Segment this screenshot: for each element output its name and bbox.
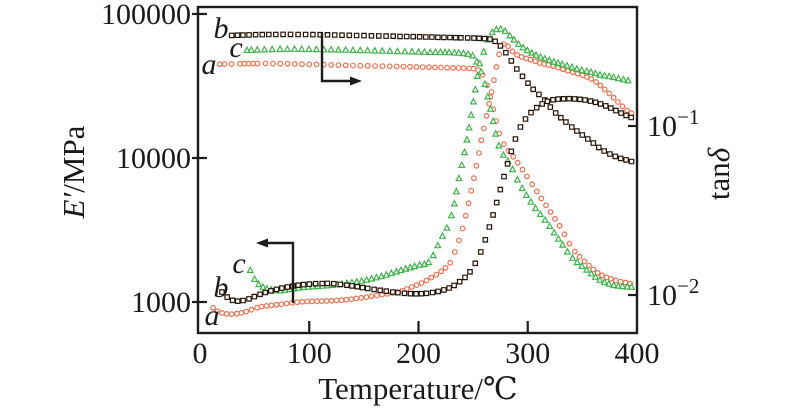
plot-frame bbox=[196, 5, 639, 335]
right-axis-title: tanδ bbox=[701, 147, 736, 200]
left-tick-label-1000: 1000 bbox=[131, 286, 191, 319]
read-right-axis-arrow-head bbox=[350, 76, 362, 86]
series-storage-modulus-c bbox=[243, 44, 636, 290]
left-tick-label-10000: 10000 bbox=[116, 142, 191, 175]
right-tick-label-0_1: 10−1 bbox=[647, 105, 699, 143]
read-right-axis-arrow bbox=[320, 33, 350, 83]
x-tick-label-400: 400 bbox=[615, 337, 660, 370]
curve-label-tan-delta-a: a bbox=[205, 299, 220, 332]
series-tan-delta-c bbox=[246, 24, 632, 294]
x-tick-label-100: 100 bbox=[287, 337, 332, 370]
left-tick-label-100000: 100000 bbox=[101, 0, 191, 31]
x-tick-label-0: 0 bbox=[193, 337, 208, 370]
series-storage-modulus-b bbox=[228, 31, 635, 165]
series-storage-modulus-a bbox=[216, 60, 634, 287]
x-tick-label-300: 300 bbox=[505, 337, 550, 370]
right-tick-label-0_01: 10−2 bbox=[647, 274, 699, 312]
curve-label-storage-modulus-c: c bbox=[229, 31, 242, 64]
left-axis-title: E′/MPa bbox=[56, 125, 91, 219]
read-left-axis-arrow-head bbox=[256, 238, 268, 248]
curve-label-storage-modulus-a: a bbox=[202, 48, 217, 81]
x-tick-label-200: 200 bbox=[396, 337, 441, 370]
series-tan-delta-b bbox=[219, 95, 634, 304]
curve-label-tan-delta-c: c bbox=[232, 247, 245, 280]
series-tan-delta-a bbox=[210, 41, 635, 318]
curve-label-tan-delta-b: b bbox=[214, 271, 229, 304]
read-left-axis-arrow bbox=[268, 241, 295, 303]
x-axis-title: Temperature/℃ bbox=[318, 371, 517, 406]
curve-label-storage-modulus-b: b bbox=[214, 12, 229, 45]
